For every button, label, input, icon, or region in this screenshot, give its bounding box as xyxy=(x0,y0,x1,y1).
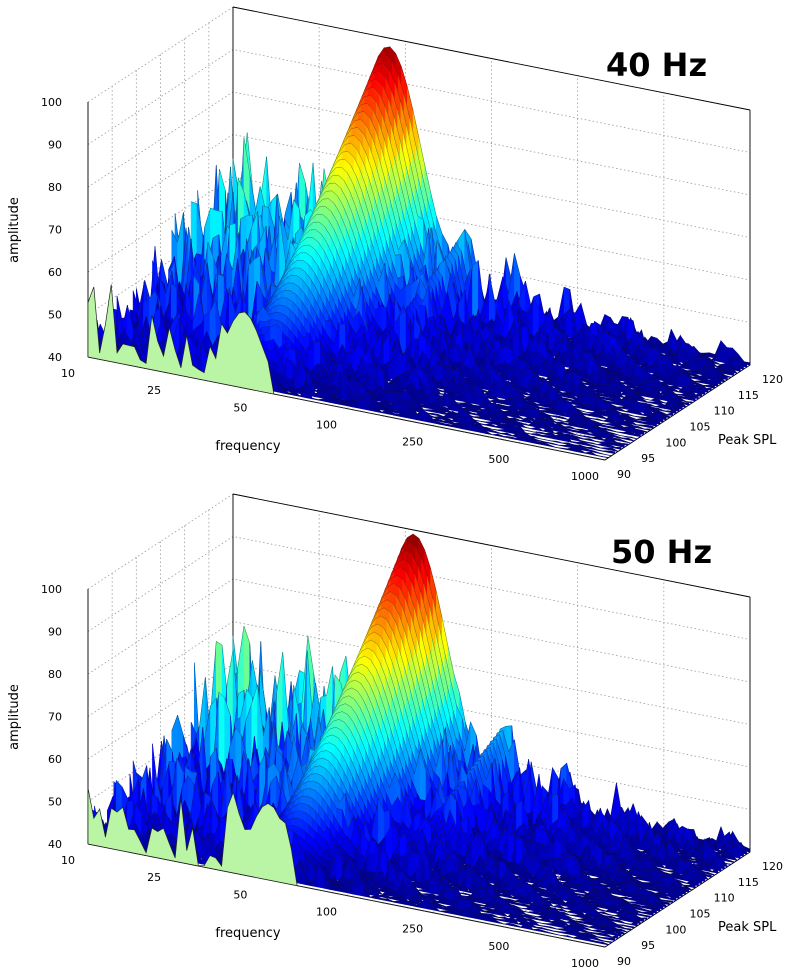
panel-40hz: 40 50 60 70 80 90 100 10 25 50 100 250 500 1000 90 95 10… xyxy=(7,6,783,483)
amplitude-tick: 90 xyxy=(48,626,62,639)
frequency-tick: 250 xyxy=(402,436,423,449)
frequency-tick: 1000 xyxy=(571,470,599,483)
amplitude-tick: 70 xyxy=(48,711,62,724)
frequency-tick: 25 xyxy=(147,384,161,397)
spl-tick: 100 xyxy=(665,923,686,936)
frequency-ticks: 10 25 50 100 250 500 1000 xyxy=(61,854,599,970)
frequency-tick: 25 xyxy=(147,871,161,884)
spl-tick: 120 xyxy=(762,860,783,873)
spl-tick: 110 xyxy=(714,405,735,418)
frequency-axis-label: frequency xyxy=(215,439,281,454)
frequency-tick: 500 xyxy=(488,940,509,953)
amplitude-tick: 40 xyxy=(48,838,62,851)
frequency-tick: 250 xyxy=(402,923,423,936)
amplitude-axis-label: amplitude xyxy=(7,197,22,263)
frequency-tick: 10 xyxy=(61,367,75,380)
frequency-tick: 500 xyxy=(488,453,509,466)
panel-title: 50 Hz xyxy=(611,533,712,571)
spl-tick: 100 xyxy=(665,436,686,449)
amplitude-tick: 80 xyxy=(48,181,62,194)
amplitude-ticks: 40 50 60 70 80 90 100 xyxy=(41,96,62,364)
frequency-ticks: 10 25 50 100 250 500 1000 xyxy=(61,367,599,483)
amplitude-axis-label: amplitude xyxy=(7,684,22,750)
panel-50hz: 40 50 60 70 80 90 100 10 25 50 100 250 500 1000 90 95 10… xyxy=(7,493,783,970)
spl-tick: 105 xyxy=(690,421,711,434)
surface xyxy=(87,533,751,948)
frequency-tick: 50 xyxy=(233,888,247,901)
amplitude-ticks: 40 50 60 70 80 90 100 xyxy=(41,583,62,851)
frequency-axis-label: frequency xyxy=(215,926,281,941)
frequency-tick: 10 xyxy=(61,854,75,867)
amplitude-tick: 60 xyxy=(48,266,62,279)
frequency-tick: 50 xyxy=(233,401,247,414)
spl-tick: 90 xyxy=(617,955,631,968)
spl-tick: 105 xyxy=(690,908,711,921)
amplitude-tick: 80 xyxy=(48,668,62,681)
amplitude-tick: 100 xyxy=(41,96,62,109)
frequency-tick: 100 xyxy=(316,419,337,432)
panel-title: 40 Hz xyxy=(606,46,707,84)
spl-tick: 120 xyxy=(762,373,783,386)
spl-tick: 90 xyxy=(617,468,631,481)
spl-tick: 110 xyxy=(714,892,735,905)
amplitude-tick: 60 xyxy=(48,753,62,766)
amplitude-tick: 50 xyxy=(48,796,62,809)
amplitude-tick: 90 xyxy=(48,139,62,152)
amplitude-tick: 50 xyxy=(48,309,62,322)
amplitude-tick: 70 xyxy=(48,224,62,237)
front-slice xyxy=(87,284,606,461)
peak-spl-axis-label: Peak SPL xyxy=(718,920,777,935)
peak-spl-axis-label: Peak SPL xyxy=(718,433,777,448)
surface xyxy=(87,46,751,461)
frequency-tick: 100 xyxy=(316,906,337,919)
spl-tick: 95 xyxy=(641,939,655,952)
amplitude-tick: 40 xyxy=(48,351,62,364)
spl-tick: 115 xyxy=(738,389,759,402)
spl-tick: 115 xyxy=(738,876,759,889)
amplitude-tick: 100 xyxy=(41,583,62,596)
front-slice xyxy=(87,787,606,948)
spl-tick: 95 xyxy=(641,452,655,465)
frequency-tick: 1000 xyxy=(571,957,599,970)
